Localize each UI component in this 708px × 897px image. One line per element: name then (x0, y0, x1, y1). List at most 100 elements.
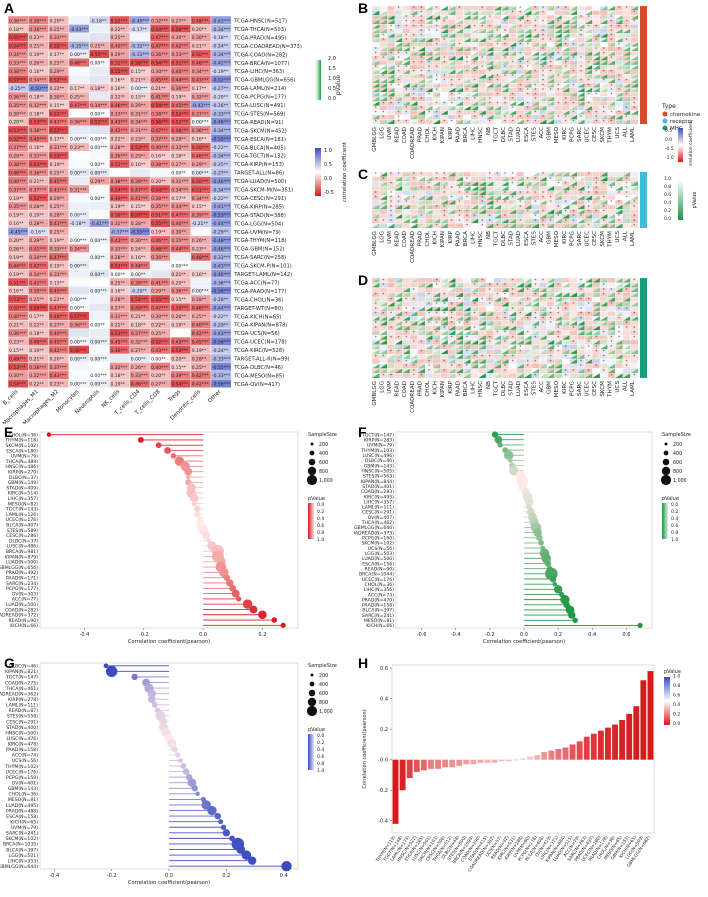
cell-value: -0.42*** (212, 61, 231, 67)
heatmap-cell (88, 294, 110, 304)
cell-value: 0.31*** (50, 272, 68, 278)
pvalue-triangle (417, 110, 426, 115)
heatmap-cell (149, 269, 171, 279)
cell-value: 0.00*** (90, 382, 108, 388)
category-label: TGCT(N=147) (361, 432, 394, 438)
cell-value: 0.45*** (171, 339, 189, 345)
cell-value: 0.37*** (29, 187, 47, 193)
cell-value: -0.43*** (212, 18, 231, 24)
heatmap-cell (402, 223, 411, 229)
pvalue-triangle (402, 181, 410, 186)
cell-value: 0.28** (111, 297, 126, 303)
heatmap-cell (402, 78, 411, 84)
heatmap-cell (478, 287, 487, 293)
cell-value: 0.22** (29, 323, 44, 329)
cell-value: 0.32*** (192, 94, 210, 100)
heatmap-cell (516, 92, 525, 97)
lollipop-point (226, 579, 234, 587)
heatmap-cell (607, 46, 616, 52)
pvalue-triangle (615, 311, 623, 317)
pvalue-triangle (600, 65, 608, 70)
significance-mark: * (542, 69, 544, 74)
heatmap-cell (455, 223, 464, 229)
size-legend-marker (306, 474, 318, 486)
pvalue-triangle (630, 292, 638, 298)
pvalue-triangle (577, 325, 585, 331)
cell-value: 0.39*** (29, 289, 47, 295)
col-label-32: UCS (615, 127, 621, 139)
cell-value: 0.34*** (131, 120, 149, 126)
significance-mark: * (565, 181, 567, 186)
heatmap-cell (394, 287, 403, 293)
heatmap-cell (577, 105, 585, 111)
pvalue-triangle (402, 42, 410, 47)
cell-value: 0.46*** (131, 382, 149, 388)
pvalue-triangle (432, 55, 441, 61)
significance-mark: * (375, 302, 377, 307)
significance-mark: * (466, 335, 468, 340)
cell-value: 0.54*** (151, 61, 169, 67)
cell-value: 0.30*** (131, 238, 149, 244)
pvalue-triangle (455, 105, 464, 111)
significance-mark: * (512, 321, 514, 326)
row-label-42: TCGA-MESO(N=85) (233, 373, 284, 379)
col-label-10: KIRP (448, 380, 454, 393)
cell-value: 0.00** (131, 356, 146, 362)
cell-value: 0.18** (29, 111, 44, 117)
pvalue-triangle (379, 186, 388, 191)
heatmap-cell (432, 373, 441, 379)
cell-value: 0.36*** (9, 331, 27, 337)
pvalue-triangle (425, 37, 433, 43)
pvalue-triangle (425, 51, 433, 56)
cell-value: 0.39*** (131, 179, 149, 185)
significance-mark: * (595, 181, 597, 186)
significance-mark: * (382, 292, 384, 297)
significance-mark: * (466, 214, 468, 219)
significance-mark: * (565, 101, 567, 106)
pvalue-triangle (562, 83, 570, 88)
significance-mark: * (565, 115, 567, 120)
significance-mark: * (527, 359, 529, 364)
pvalue-triangle (440, 181, 448, 186)
pvalue-triangle (577, 292, 585, 298)
significance-mark: * (436, 278, 438, 283)
heatmap-cell (387, 287, 395, 293)
cell-value: 0.44*** (171, 77, 189, 83)
lollipop-point (137, 436, 144, 443)
row-label-23: TCGA-STAD(N=388) (233, 213, 286, 219)
cell-value: 0.39*** (29, 18, 47, 24)
pvalue-triangle (470, 181, 479, 186)
significance-mark: * (496, 172, 498, 177)
heatmap-cell (88, 243, 110, 253)
heatmap-cell (88, 150, 110, 160)
cell-value: 0.38*** (111, 179, 129, 185)
significance-mark: * (466, 195, 468, 200)
cell-value: 0.47*** (29, 263, 47, 269)
col-label-29: CESC (592, 381, 598, 396)
significance-mark: * (504, 297, 506, 302)
cell-value: 0.15** (131, 204, 146, 210)
category-label: THCA(N=489) (5, 459, 38, 465)
cell-value: 0.47*** (151, 128, 169, 134)
significance-mark: * (542, 37, 544, 42)
cell-value: 0.19** (111, 382, 126, 388)
significance-mark: * (443, 311, 445, 316)
significance-mark: * (633, 373, 635, 378)
pvalue-triangle (501, 325, 509, 331)
heatmap-cell (470, 334, 479, 341)
pvalue-triangle (394, 33, 403, 38)
significance-mark: * (451, 316, 453, 321)
pvalue-triangle (387, 19, 395, 25)
significance-mark: * (557, 344, 559, 349)
significance-mark: * (565, 42, 567, 47)
significance-mark: * (610, 28, 612, 33)
significance-mark: * (451, 92, 453, 97)
col-label-1: LGG (379, 381, 385, 393)
pvalue-triangle (463, 10, 471, 16)
significance-mark: * (603, 105, 605, 110)
col-label-26: PCPG (569, 381, 575, 396)
significance-mark: * (474, 354, 476, 359)
cell-value: 0.17** (192, 86, 207, 92)
cell-value: 0.42*** (192, 373, 210, 379)
cell-value: 0.57*** (131, 213, 149, 219)
